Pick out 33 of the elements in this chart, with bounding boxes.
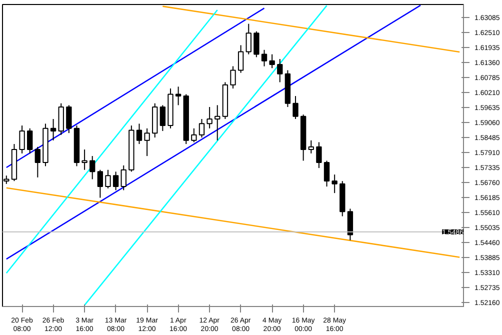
candlestick <box>246 23 252 55</box>
candlestick <box>82 149 88 170</box>
candlestick <box>160 104 166 132</box>
candlestick <box>66 104 72 134</box>
candlestick <box>230 66 236 89</box>
candlestick <box>277 58 283 83</box>
candlestick <box>90 156 96 180</box>
candlestick <box>120 164 126 191</box>
candlestick <box>198 118 205 138</box>
candlestick <box>175 86 182 106</box>
candlestick <box>347 208 354 241</box>
candlestick <box>214 104 220 141</box>
candlestick <box>97 169 104 198</box>
candlestick <box>50 118 56 141</box>
candlestick <box>206 106 212 129</box>
candlestick <box>292 96 298 120</box>
candlestick <box>324 160 330 188</box>
candlestick <box>238 44 244 74</box>
candlestick <box>332 174 338 194</box>
candlestick <box>136 123 142 145</box>
candlestick <box>269 54 275 69</box>
candlestick <box>191 128 197 143</box>
candlestick <box>261 49 268 67</box>
candlestick <box>308 140 314 154</box>
candlestick <box>112 171 119 191</box>
candlestick <box>19 125 25 154</box>
candlestick <box>27 128 33 154</box>
candlestick <box>105 169 111 189</box>
candlestick <box>316 142 322 169</box>
candlestick <box>144 128 150 157</box>
candlestick <box>34 146 41 178</box>
candlestick <box>254 30 260 58</box>
candlestick <box>58 102 64 136</box>
